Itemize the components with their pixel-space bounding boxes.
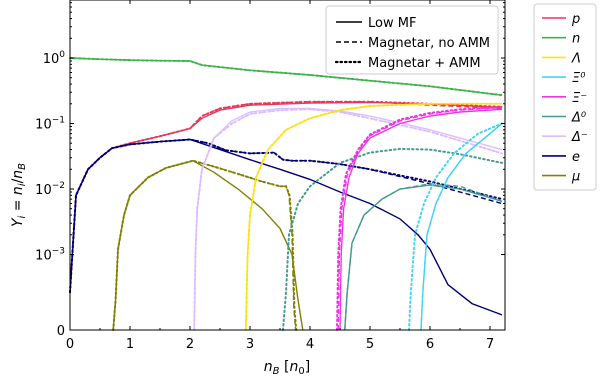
series-L-solid xyxy=(245,103,502,331)
species-label-Xm: Ξ⁻ xyxy=(572,91,587,106)
series-D0-dotted xyxy=(282,147,503,331)
line-style-label: Magnetar, no AMM xyxy=(368,36,490,51)
line-style-legend-box xyxy=(325,5,499,75)
species-label-X0: Ξ⁰ xyxy=(572,71,586,86)
line-style-label: Low MF xyxy=(368,16,416,31)
series-L-dashed xyxy=(245,103,502,331)
series-Dm-solid xyxy=(193,107,503,331)
y-tick-label: 0 xyxy=(57,324,65,339)
ticks: 0 1 2 3 4 5 6 7 0 10−3 10−2 10−1 100 xyxy=(35,0,505,352)
y-axis-label: Yi = ni/nB xyxy=(10,163,28,227)
species-legend: pnΛ Ξ⁰ Ξ⁻ Δ⁰ Δ⁻ eμ xyxy=(533,3,597,191)
series-Xm-solid xyxy=(339,108,503,331)
y-tick-label: 10−1 xyxy=(35,116,65,133)
species-label-mu: μ xyxy=(571,170,580,185)
series-mu-solid xyxy=(112,159,304,331)
line-style-label: Magnetar + AMM xyxy=(368,56,481,71)
species-label-p: p xyxy=(571,12,580,27)
series-Xm-dotted xyxy=(336,105,503,331)
x-tick-label: 7 xyxy=(486,337,494,352)
species-label-D0: Δ⁰ xyxy=(571,111,587,126)
x-tick-label: 4 xyxy=(306,337,314,352)
series-X0-dashed xyxy=(420,122,503,331)
series-mu-dotted xyxy=(112,159,298,331)
x-tick-label: 1 xyxy=(126,337,134,352)
x-tick-label: 5 xyxy=(366,337,374,352)
species-label-n: n xyxy=(572,32,580,47)
series-L-dotted xyxy=(244,102,503,331)
x-tick-label: 0 xyxy=(66,337,74,352)
species-label-L: Λ xyxy=(571,51,581,66)
series-e-dashed xyxy=(69,138,503,293)
line-style-legend: Low MF Magnetar, no AMM Magnetar + AMM xyxy=(325,5,499,75)
plot-lines xyxy=(69,57,503,331)
series-Xm-dashed xyxy=(337,106,503,331)
series-D0-solid xyxy=(344,184,503,331)
y-tick-label: 10−3 xyxy=(35,247,65,264)
series-X0-dotted xyxy=(408,122,503,331)
species-label-e: e xyxy=(572,150,580,165)
x-axis-label: nB [n0] xyxy=(264,359,310,377)
series-D0-dashed xyxy=(344,183,503,331)
series-n-dotted xyxy=(69,57,503,97)
x-tick-label: 3 xyxy=(246,337,254,352)
plot-frame xyxy=(69,0,506,331)
series-Dm-dashed xyxy=(193,108,503,331)
x-tick-label: 2 xyxy=(186,337,194,352)
series-e-dotted xyxy=(69,138,503,294)
y-tick-label: 100 xyxy=(43,50,66,67)
series-Dm-dotted xyxy=(193,108,503,331)
species-label-Dm: Δ⁻ xyxy=(571,130,588,145)
x-tick-label: 6 xyxy=(426,337,434,352)
y-tick-label: 10−2 xyxy=(35,181,65,198)
